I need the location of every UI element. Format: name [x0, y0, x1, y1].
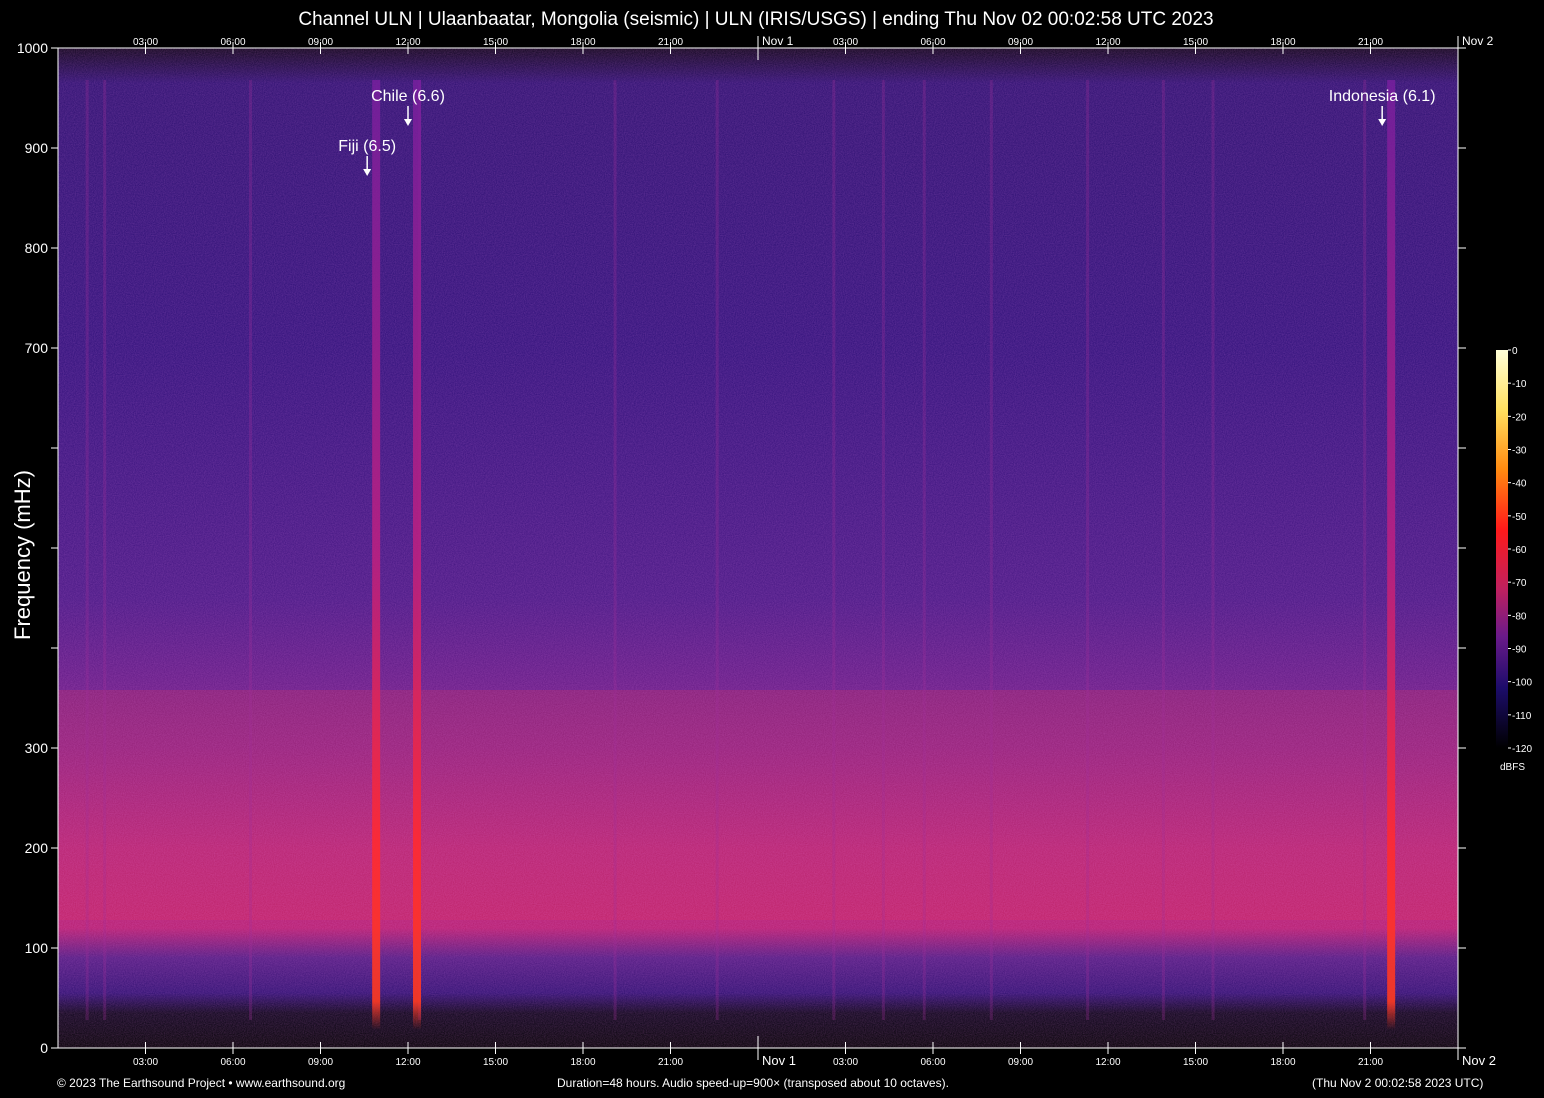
background-streak: [85, 80, 89, 1020]
colorbar-tick-label: -30: [1512, 446, 1527, 457]
x-tick-label-top: 06:00: [920, 37, 945, 48]
x-tick-label-top: 06:00: [220, 37, 245, 48]
x-tick-label: 21:00: [1358, 1057, 1383, 1068]
x-tick-label-top: 12:00: [395, 37, 420, 48]
x-tick-label: 15:00: [1183, 1057, 1208, 1068]
colorbar-tick-label: -70: [1512, 578, 1527, 589]
y-tick-label: 900: [25, 140, 49, 156]
background-streak: [832, 80, 836, 1020]
x-tick-label-top: 21:00: [1358, 37, 1383, 48]
colorbar-tick-label: 0: [1512, 346, 1518, 357]
x-tick-label-top: 15:00: [483, 37, 508, 48]
colorbar-tick-label: -20: [1512, 412, 1527, 423]
quake-signal: [413, 80, 421, 1030]
x-tick-label-top: 03:00: [833, 37, 858, 48]
x-tick-label: 09:00: [308, 1057, 333, 1068]
colorbar-tick-label: -10: [1512, 379, 1527, 390]
y-tick-label: 800: [25, 240, 49, 256]
y-tick-label: 1000: [17, 40, 48, 56]
x-tick-label-top: Nov 1: [762, 34, 794, 48]
chart-title: Channel ULN | Ulaanbaatar, Mongolia (sei…: [298, 9, 1214, 30]
background-streak: [922, 80, 926, 1020]
y-tick-label: 200: [25, 840, 49, 856]
background-streak: [613, 80, 617, 1020]
x-tick-label-top: 09:00: [1008, 37, 1033, 48]
footer-duration: Duration=48 hours. Audio speed-up=900× (…: [557, 1076, 949, 1090]
x-tick-label-top: 12:00: [1095, 37, 1120, 48]
x-tick-label: 18:00: [1270, 1057, 1295, 1068]
x-tick-label-top: 03:00: [133, 37, 158, 48]
x-tick-label: 12:00: [1095, 1057, 1120, 1068]
spectrogram-noise: [58, 48, 1458, 1048]
x-tick-label-top: 18:00: [1270, 37, 1295, 48]
background-streak: [103, 80, 107, 1020]
event-label: Chile (6.6): [371, 88, 445, 105]
x-tick-label-top: 18:00: [570, 37, 595, 48]
background-streak: [881, 80, 885, 1020]
y-tick-label: 0: [40, 1040, 48, 1056]
x-tick-label-top: 15:00: [1183, 37, 1208, 48]
x-tick-label: 15:00: [483, 1057, 508, 1068]
event-arrow-head: [404, 119, 412, 126]
background-streak: [989, 80, 993, 1020]
background-streak: [715, 80, 719, 1020]
x-tick-label: Nov 2: [1462, 1053, 1496, 1068]
background-streak: [1211, 80, 1215, 1020]
colorbar-unit: dBFS: [1500, 762, 1526, 773]
x-tick-label: 12:00: [395, 1057, 420, 1068]
event-label: Indonesia (6.1): [1329, 88, 1436, 105]
y-tick-label: 700: [25, 340, 49, 356]
x-tick-label: 06:00: [920, 1057, 945, 1068]
colorbar-gradient: [1496, 350, 1508, 748]
x-tick-label: 09:00: [1008, 1057, 1033, 1068]
colorbar-tick-label: -120: [1512, 744, 1532, 755]
colorbar-tick-label: -100: [1512, 678, 1532, 689]
y-tick-label: 100: [25, 940, 49, 956]
footer-timestamp: (Thu Nov 2 00:02:58 2023 UTC): [1312, 1076, 1484, 1090]
quake-signal: [1387, 80, 1396, 1030]
background-streak: [1086, 80, 1090, 1020]
colorbar-tick-label: -90: [1512, 645, 1527, 656]
event-arrow-head: [1378, 119, 1387, 126]
x-tick-label: 03:00: [833, 1057, 858, 1068]
x-tick-label: 21:00: [658, 1057, 683, 1068]
event-label: Fiji (6.5): [338, 138, 396, 155]
colorbar-tick-label: -60: [1512, 545, 1527, 556]
x-tick-label: Nov 1: [762, 1053, 796, 1068]
x-tick-label-top: Nov 2: [1462, 34, 1494, 48]
colorbar-tick-label: -50: [1512, 512, 1527, 523]
event-arrow-head: [363, 169, 372, 176]
x-tick-label-top: 09:00: [308, 37, 333, 48]
background-streak: [249, 80, 252, 1020]
x-tick-label-top: 21:00: [658, 37, 683, 48]
y-tick-label: 300: [25, 740, 49, 756]
footer-copyright: © 2023 The Earthsound Project • www.eart…: [57, 1076, 346, 1090]
colorbar-tick-label: -40: [1512, 479, 1527, 490]
quake-signal: [372, 80, 381, 1030]
x-tick-label: 18:00: [570, 1057, 595, 1068]
background-streak: [1161, 80, 1165, 1020]
colorbar-tick-label: -80: [1512, 611, 1527, 622]
colorbar-tick-label: -110: [1512, 711, 1532, 722]
x-tick-label: 03:00: [133, 1057, 158, 1068]
background-streak: [1363, 80, 1367, 1020]
x-tick-label: 06:00: [220, 1057, 245, 1068]
